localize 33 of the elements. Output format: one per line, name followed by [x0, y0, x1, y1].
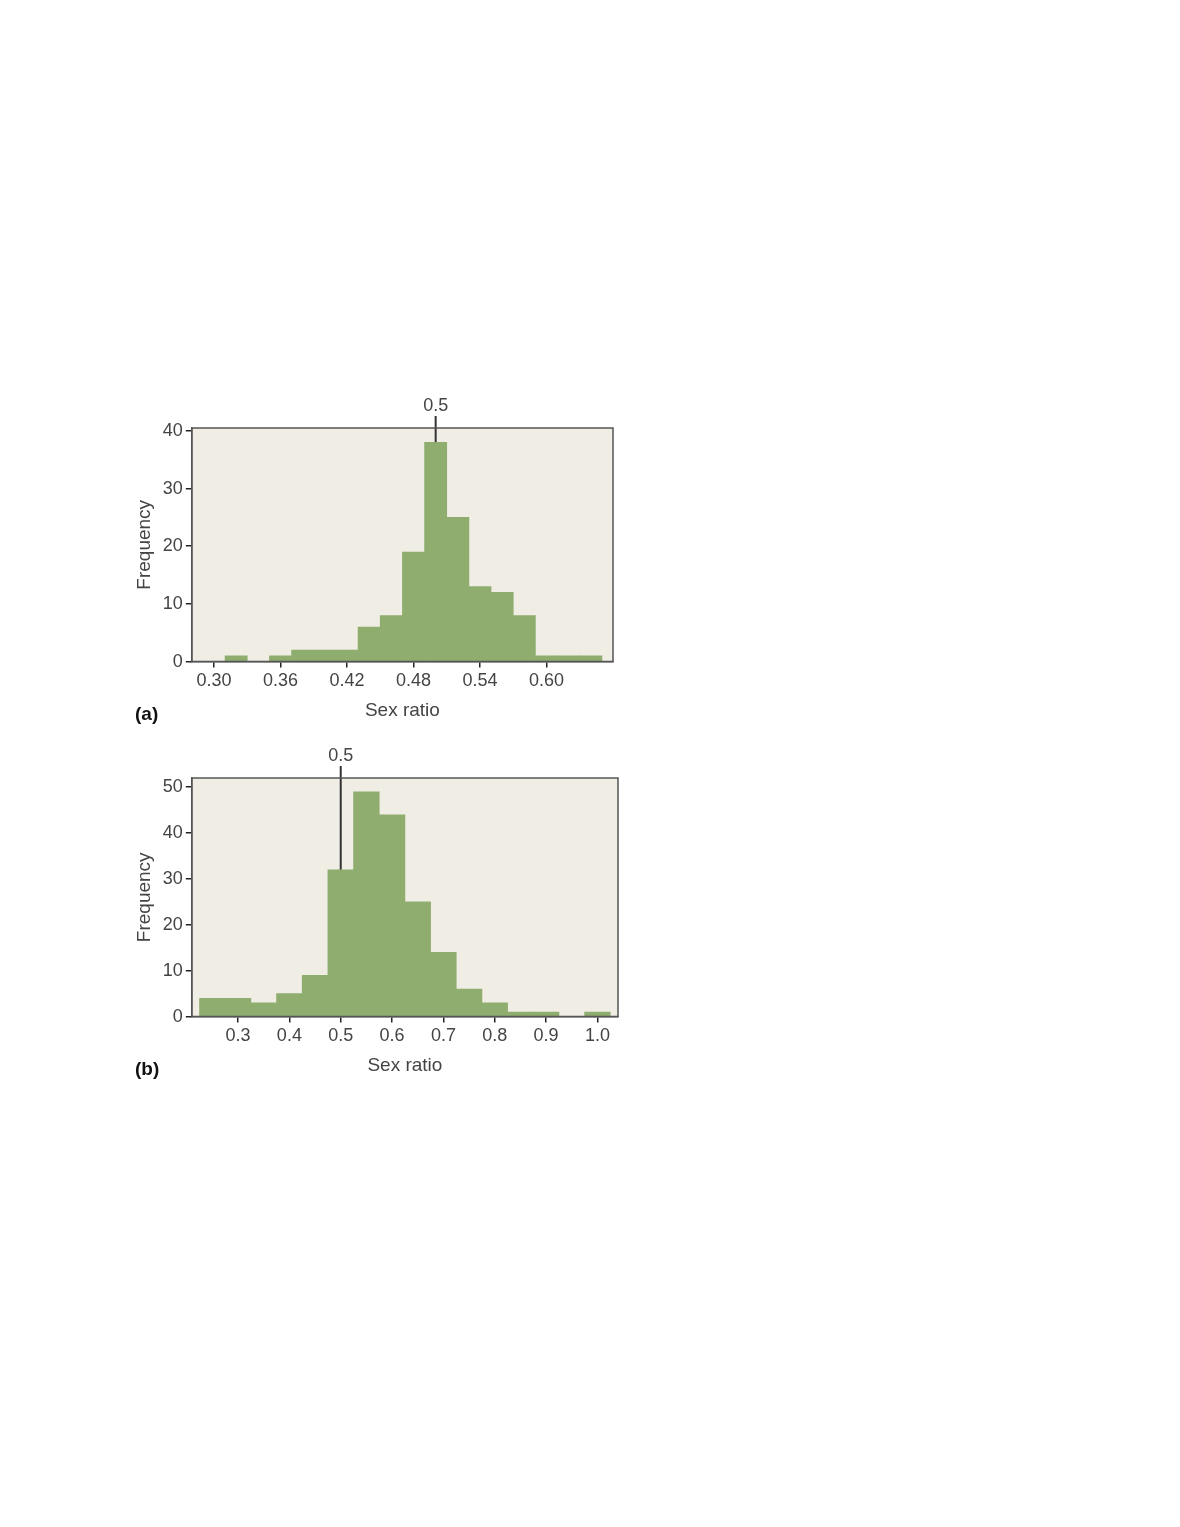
x-tick-label: 0.36 — [262, 670, 299, 691]
y-tick-label: 0 — [172, 650, 183, 671]
x-tick-label: 0.60 — [528, 670, 565, 691]
ref-line-label: 0.5 — [423, 394, 449, 415]
x-tick-label: 0.30 — [196, 670, 232, 691]
y-tick-label: 20 — [162, 913, 183, 934]
x-tick-label: 0.42 — [329, 670, 365, 691]
x-tick-label: 0.6 — [379, 1025, 405, 1046]
y-tick-label: 40 — [162, 419, 183, 440]
y-axis-title: Frequency — [132, 851, 154, 943]
text: (b) — [135, 1057, 160, 1079]
y-tick-label: 40 — [162, 822, 183, 843]
ref-line-label: 0.5 — [328, 744, 354, 765]
x-tick-label: 0.4 — [276, 1025, 302, 1046]
y-tick-label: 10 — [162, 592, 183, 613]
x-tick-label: 0.8 — [482, 1025, 508, 1046]
x-tick-label: 0.5 — [328, 1025, 354, 1046]
x-tick-label: 0.9 — [533, 1025, 559, 1046]
x-tick-label: 0.54 — [462, 670, 498, 691]
x-tick-label: 1.0 — [584, 1025, 610, 1046]
y-tick-label: 0 — [172, 1005, 183, 1026]
y-tick-label: 10 — [162, 959, 183, 980]
text: (a) — [135, 702, 159, 724]
x-axis-title: Sex ratio — [364, 698, 440, 720]
y-tick-label: 30 — [162, 867, 183, 888]
x-tick-label: 0.48 — [395, 670, 432, 691]
y-tick-label: 20 — [162, 535, 183, 556]
x-axis-title: Sex ratio — [367, 1053, 443, 1075]
y-tick-label: 50 — [162, 776, 183, 797]
x-tick-label: 0.7 — [430, 1025, 456, 1046]
y-tick-label: 30 — [162, 477, 183, 498]
y-axis-title: Frequency — [132, 499, 154, 590]
x-tick-label: 0.3 — [225, 1025, 251, 1046]
